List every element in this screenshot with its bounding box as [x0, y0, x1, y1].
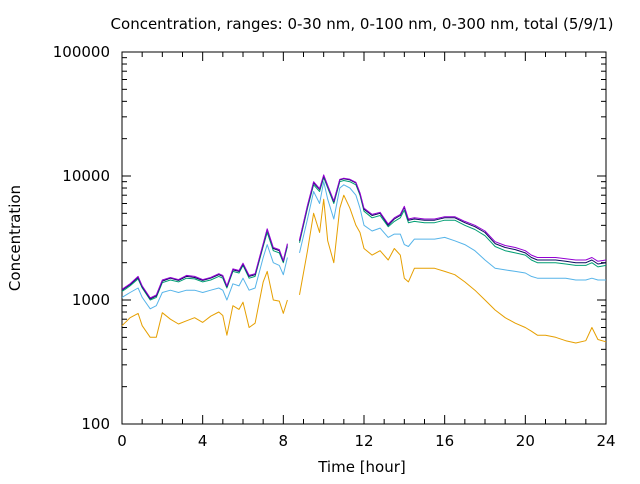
x-axis-label: Time [hour]	[317, 458, 406, 476]
series-line-5	[121, 174, 607, 299]
x-tick-label: 12	[354, 432, 373, 450]
plot-area	[121, 51, 607, 425]
y-tick-label: 100	[81, 415, 110, 433]
x-tick-label: 4	[198, 432, 208, 450]
plot-border	[121, 51, 607, 425]
y-tick-label: 1000	[72, 291, 110, 309]
x-tick-label: 20	[516, 432, 535, 450]
x-tick-label: 8	[279, 432, 289, 450]
series-line-2	[121, 181, 606, 310]
y-axis: 100 1000 10000 100000	[53, 43, 606, 433]
series-layer	[121, 174, 607, 344]
series-line-4	[121, 175, 607, 300]
x-axis: 0 4 8 12 16 20 24	[117, 52, 616, 450]
x-tick-label: 0	[117, 432, 127, 450]
series-line-1	[121, 194, 607, 344]
chart-title: Concentration, ranges: 0-30 nm, 0-100 nm…	[111, 15, 614, 33]
y-tick-label: 100000	[53, 43, 110, 61]
x-tick-label: 16	[435, 432, 454, 450]
y-axis-label: Concentration	[6, 185, 24, 291]
y-tick-label: 10000	[62, 167, 110, 185]
series-line-3	[121, 177, 607, 301]
x-tick-label: 24	[596, 432, 615, 450]
